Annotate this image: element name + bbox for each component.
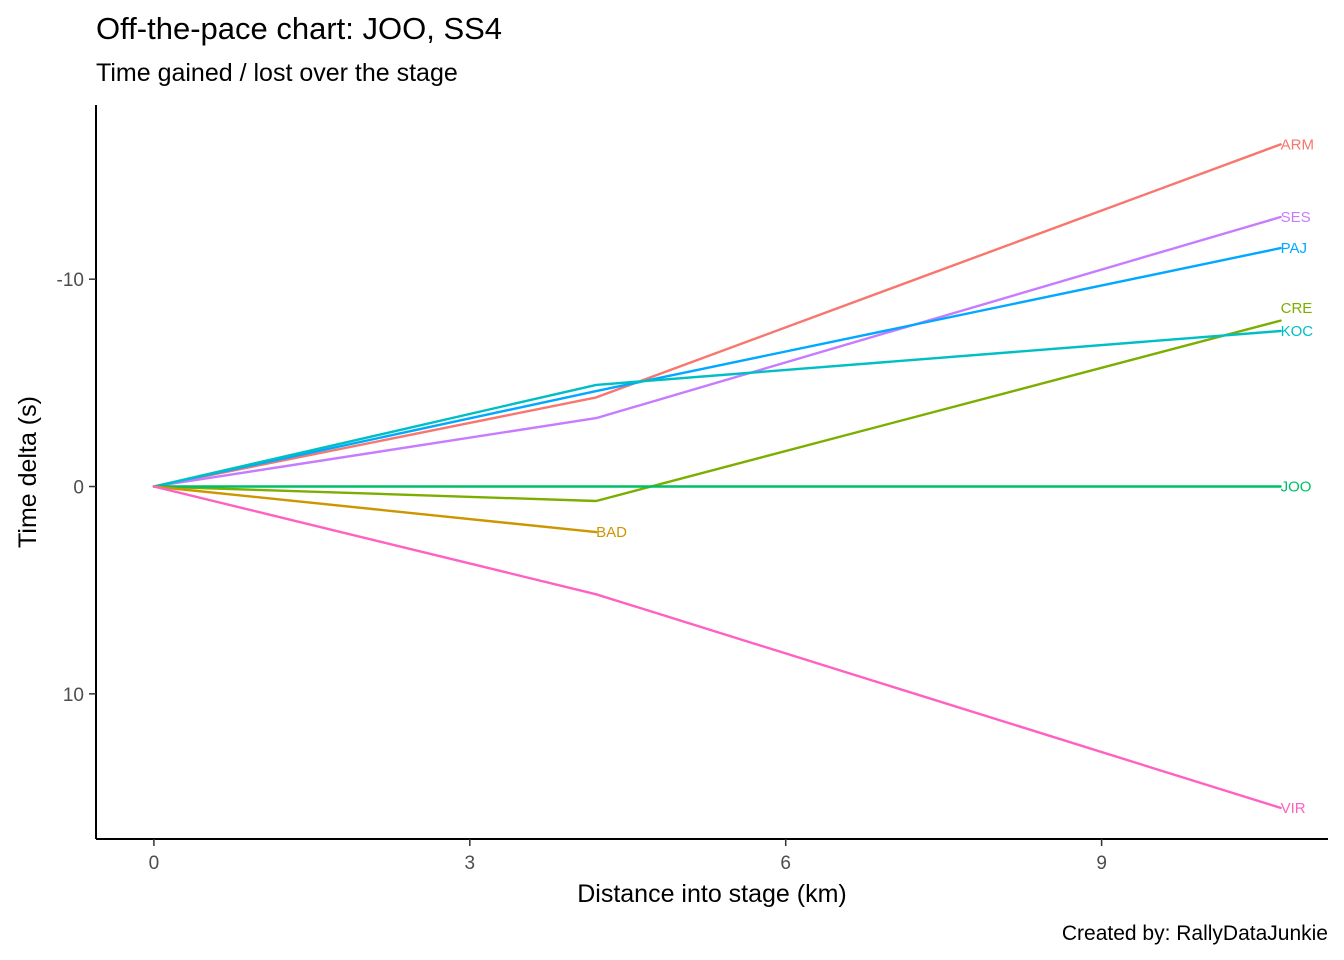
end-label-paj: PAJ (1281, 240, 1307, 257)
end-label-joo: JOO (1281, 479, 1312, 496)
end-label-ses: SES (1281, 209, 1311, 226)
x-tick-label: 0 (149, 853, 160, 874)
y-tick-label: 10 (63, 685, 84, 706)
series-line-paj (152, 246, 1282, 488)
end-labels: ARM SES PAJ CRE KOC JOO BAD VIR (596, 136, 1314, 817)
axes (95, 105, 1328, 840)
y-tick-label: -10 (57, 270, 84, 291)
chart-title: Off-the-pace chart: JOO, SS4 (96, 11, 503, 46)
end-label-cre: CRE (1281, 300, 1313, 317)
x-tick-label: 9 (1096, 853, 1107, 874)
chart-subtitle: Time gained / lost over the stage (96, 59, 458, 87)
x-tick-label: 3 (465, 853, 476, 874)
series-line-ses (152, 215, 1282, 488)
series-line-cre (152, 319, 1282, 503)
series-line-koc (152, 329, 1282, 488)
x-tick-label: 6 (780, 853, 791, 874)
x-axis-title: Distance into stage (km) (577, 880, 847, 908)
end-label-vir: VIR (1281, 800, 1306, 817)
end-label-bad: BAD (596, 524, 627, 541)
series-line-vir (152, 485, 1282, 810)
y-tick-label: 0 (73, 478, 84, 499)
series-line-bad (152, 485, 598, 534)
series-lines (152, 143, 1282, 810)
chart-caption: Created by: RallyDataJunkie (1061, 922, 1328, 945)
series-line-arm (152, 143, 1282, 488)
ticks: 0 3 6 9 -10 0 10 (57, 270, 1107, 874)
y-axis-title: Time delta (s) (14, 396, 42, 548)
end-label-koc: KOC (1281, 323, 1314, 340)
end-label-arm: ARM (1281, 136, 1314, 153)
